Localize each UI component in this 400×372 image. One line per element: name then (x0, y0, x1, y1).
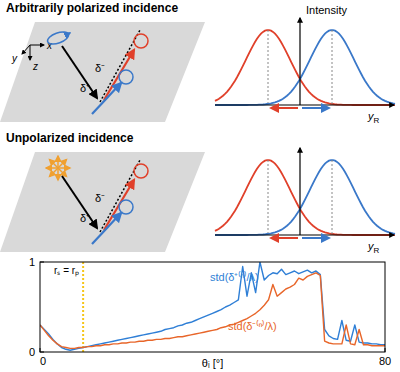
surface (0, 22, 205, 122)
polarization-circle (119, 200, 133, 214)
polarization-arrow (66, 33, 70, 35)
reflected-beam (92, 83, 121, 114)
beam-profile (215, 160, 395, 235)
center-line (332, 30, 333, 105)
label: z (32, 61, 38, 72)
axis-label: yR (367, 240, 380, 255)
surface (0, 152, 205, 252)
polarization-ellipse (46, 30, 70, 47)
axis-arrow (22, 45, 30, 54)
y-tick-label: 1 (29, 256, 35, 268)
reflected-beam (104, 50, 134, 100)
label: y (11, 53, 18, 64)
series-line (40, 273, 385, 349)
reflected-beam (104, 180, 134, 230)
polarization-arrow (57, 168, 59, 180)
axis-arrow (299, 18, 300, 105)
label: δ⁻ (95, 192, 105, 204)
beam-profile (215, 160, 395, 235)
shift-arrow (302, 237, 329, 239)
panel-title: Arbitrarily polarized incidence (6, 1, 178, 15)
axis-label-sub: R (374, 116, 380, 125)
x-tick-label: 80 (379, 355, 391, 367)
annotation-label: rₛ = rₚ (54, 265, 79, 277)
series-label: std(δ⁻⁽ⁿ⁾/λ) (228, 320, 277, 332)
center-line (268, 30, 269, 105)
label: δ⁺ (80, 82, 90, 94)
polarization-circle (119, 70, 133, 84)
figure: Arbitrarily polarized incidencexyzδ⁻δ⁺In… (0, 0, 400, 372)
polarization-circle (134, 34, 148, 48)
annotation-line (82, 262, 84, 352)
series-line (40, 262, 385, 350)
polarization-arrow (58, 160, 66, 168)
plot-frame (40, 262, 385, 352)
label: δ⁻ (95, 62, 105, 74)
shift-arrow (302, 107, 329, 109)
series-label: std(δ⁺⁽ⁿ⁾/λ) (210, 271, 259, 283)
polarization-arrow (50, 160, 58, 168)
axis-label-sub: R (374, 246, 380, 255)
polarization-arrow (50, 168, 58, 176)
axis-arrow (30, 45, 44, 46)
polarization-arrow (46, 167, 58, 169)
label: δ⁺ (80, 212, 90, 224)
polarization-arrow (58, 168, 66, 176)
shift-arrow (271, 107, 298, 109)
beam-profile (215, 30, 395, 105)
panel-title: Unpolarized incidence (6, 131, 134, 145)
plot-area (40, 262, 385, 352)
incident-beam (62, 46, 97, 98)
incident-beam (62, 176, 97, 228)
axis-arrow (215, 104, 394, 105)
x-axis-label: θᵢ [°] (202, 357, 223, 369)
axis-arrow (30, 45, 31, 60)
center-line (268, 160, 269, 235)
x-tick-label: 0 (40, 355, 46, 367)
polarization-circle (134, 164, 148, 178)
reflected-beam (92, 213, 121, 244)
beam-profile (215, 30, 395, 105)
center-line (332, 160, 333, 235)
axis-arrow (299, 148, 300, 235)
shift-arrow (271, 237, 298, 239)
polarization-arrow (58, 167, 70, 169)
polarization-arrow (57, 156, 59, 168)
axis-label: yR (367, 110, 380, 125)
y-tick-label: 0 (29, 346, 35, 358)
axis-arrow (215, 234, 394, 235)
plot-title: Intensity (306, 4, 347, 16)
